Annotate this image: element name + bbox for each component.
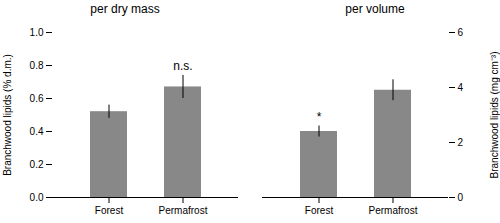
html-text:per dry mass: per dry mass	[90, 2, 160, 16]
svg-text:Permafrost: Permafrost	[159, 205, 208, 216]
svg-text:0.8: 0.8	[30, 60, 44, 71]
svg-text:4: 4	[458, 82, 464, 93]
svg-text:n.s.: n.s.	[173, 59, 192, 73]
svg-text:*: *	[317, 110, 322, 124]
svg-text:2: 2	[458, 137, 464, 148]
svg-text:0.6: 0.6	[30, 93, 44, 104]
svg-text:0: 0	[458, 192, 464, 203]
html-text:per volume: per volume	[345, 2, 405, 16]
svg-text:Permafrost: Permafrost	[369, 205, 418, 216]
svg-text:6: 6	[458, 27, 464, 38]
svg-text:0.4: 0.4	[30, 126, 44, 137]
svg-text:Forest: Forest	[95, 205, 124, 216]
svg-text:Forest: Forest	[305, 205, 334, 216]
svg-text:1.0: 1.0	[30, 27, 44, 38]
svg-text:0.0: 0.0	[30, 192, 44, 203]
svg-text:Branchwood lipids (% d.m.): Branchwood lipids (% d.m.)	[2, 54, 13, 176]
svg-text:0.2: 0.2	[30, 159, 44, 170]
svg-text:Branchwood lipids (mg cm⁻³): Branchwood lipids (mg cm⁻³)	[489, 52, 500, 179]
